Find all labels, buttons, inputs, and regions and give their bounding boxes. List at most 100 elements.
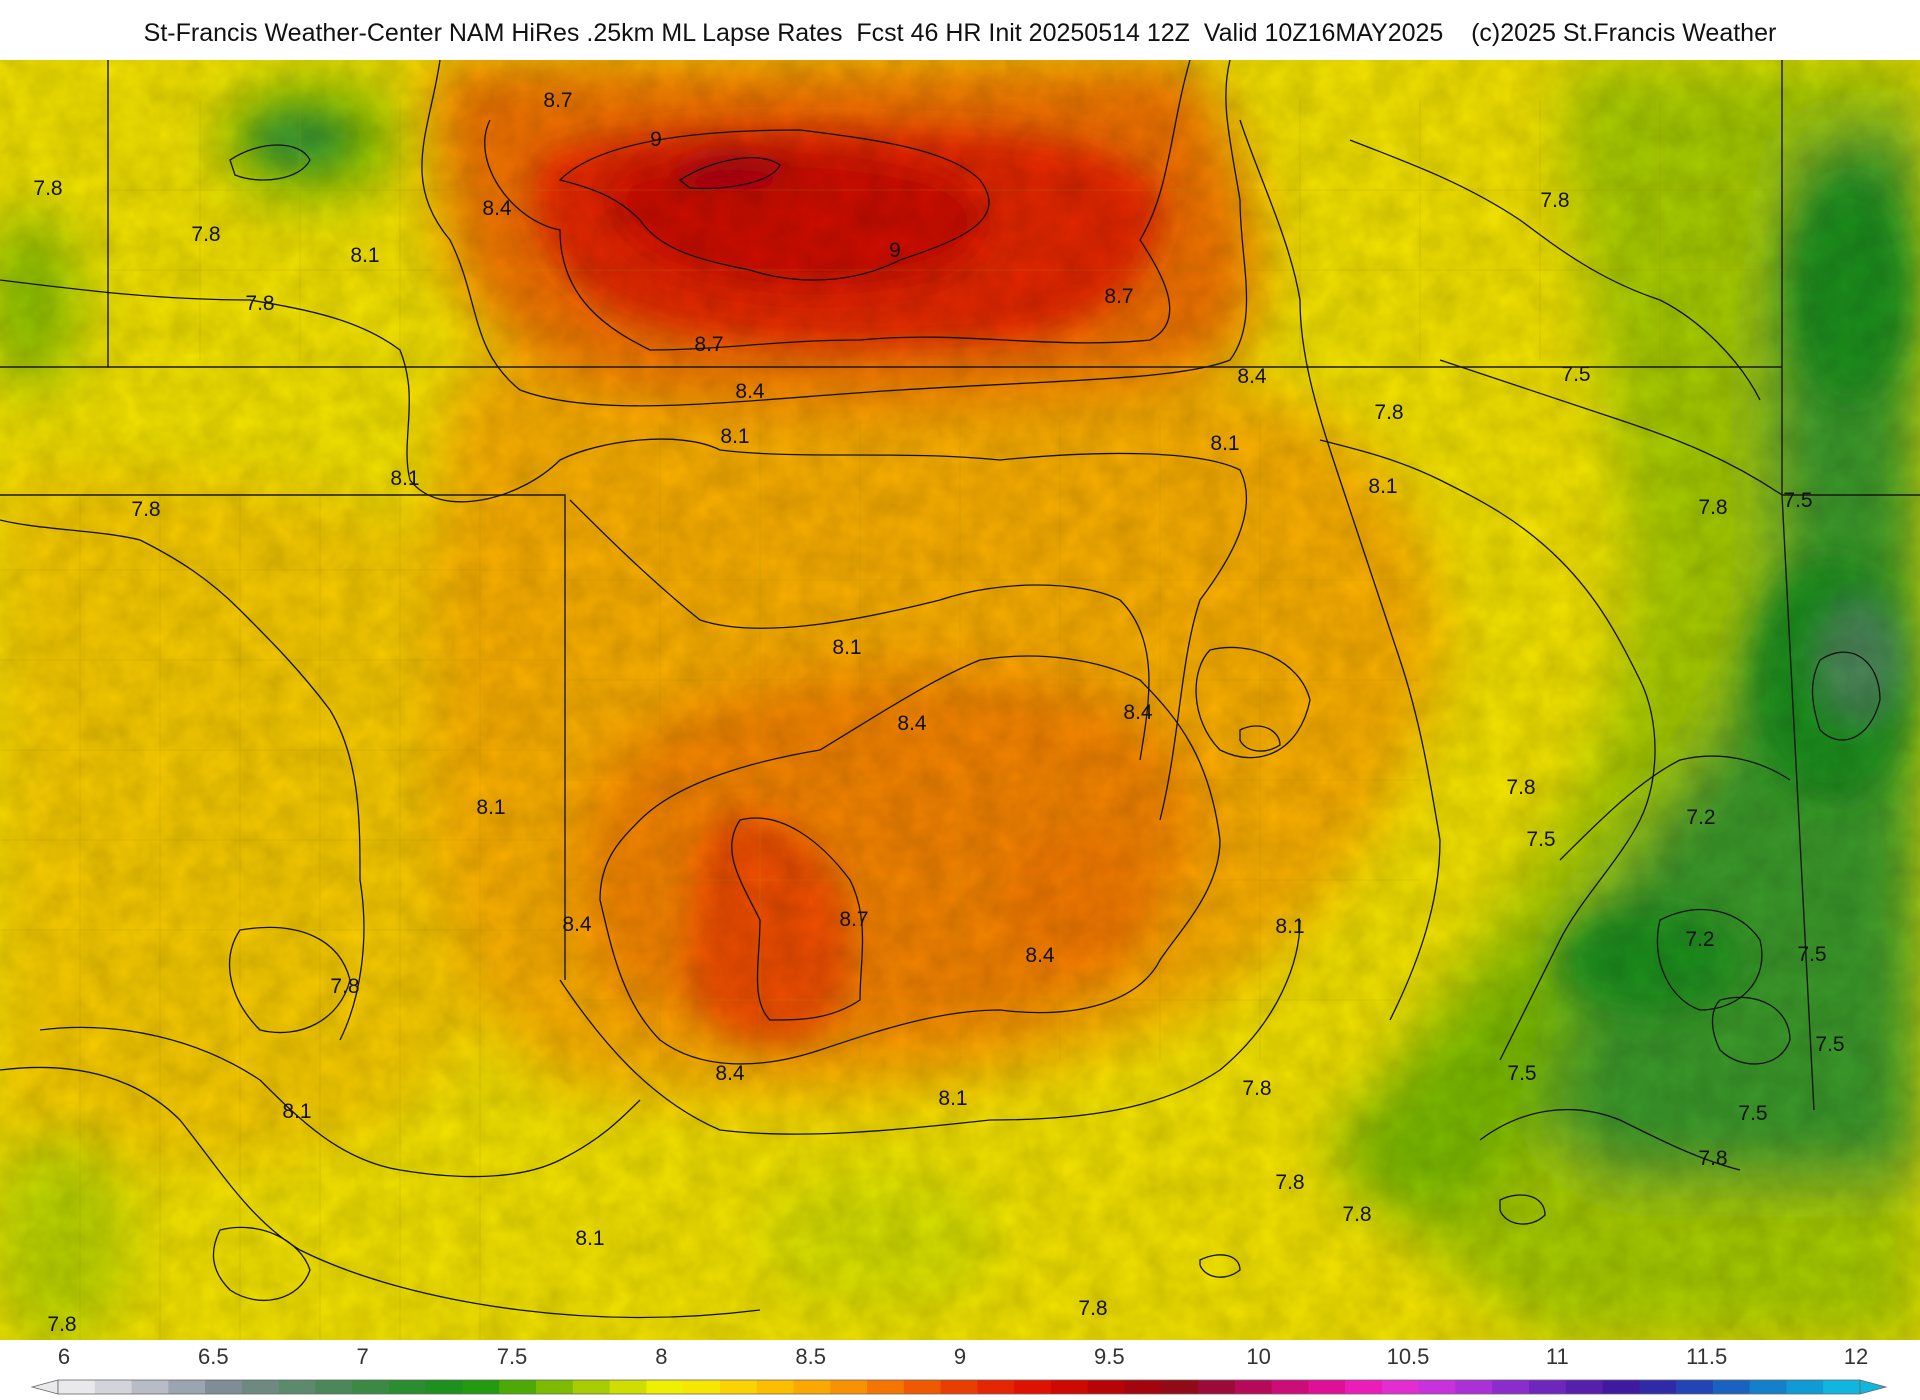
colorbar-segment [903, 1380, 942, 1394]
colorbar-segment [131, 1380, 169, 1394]
contour-label: 8.1 [575, 1227, 604, 1250]
colorbar-tick-label: 9.5 [1094, 1344, 1125, 1369]
colorbar-tick-label: 8.5 [795, 1344, 826, 1369]
contour-label: 7.5 [1738, 1102, 1767, 1125]
colorbar-tick-label: 6 [58, 1344, 70, 1369]
contour-label: 7.5 [1561, 363, 1590, 386]
colorbar-segment [315, 1380, 353, 1394]
colorbar-segment [867, 1380, 905, 1394]
colorbar-segment [1565, 1380, 1604, 1394]
colorbar-tick-label: 10 [1246, 1344, 1270, 1369]
contour-label: 8.4 [1025, 944, 1055, 967]
contour-label: 7.8 [1540, 189, 1569, 212]
contour-label: 8.4 [1237, 365, 1267, 388]
colorbar-min-arrow [30, 1379, 59, 1395]
contour-label: 7.8 [1698, 496, 1727, 519]
colorbar-tick-label: 7.5 [497, 1344, 528, 1369]
colorbar-segment [168, 1380, 206, 1394]
contour-label: 7.8 [1374, 401, 1403, 424]
contour-label: 8.1 [832, 636, 861, 659]
colorbar-segment [388, 1380, 427, 1394]
contour-label: 7.8 [1698, 1147, 1727, 1170]
contour-label: 8.1 [282, 1100, 311, 1123]
colorbar-segment [1749, 1380, 1787, 1394]
colorbar-segment [1492, 1380, 1530, 1394]
contour-label: 9 [889, 239, 901, 262]
contour-label: 8.1 [1368, 475, 1397, 498]
colorbar-segment [572, 1380, 611, 1394]
colorbar-segment [1050, 1380, 1089, 1394]
contour-label: 8.4 [715, 1062, 745, 1085]
contour-label: 8.7 [543, 89, 572, 112]
contour-label: 7.8 [1342, 1203, 1371, 1226]
colorbar-segment [1639, 1380, 1677, 1394]
contour-label: 7.2 [1686, 806, 1715, 829]
colorbar-segment [683, 1380, 721, 1394]
colorbar-segment [1786, 1380, 1824, 1394]
contour-label: 8.4 [735, 380, 765, 403]
contour-label: 7.8 [1078, 1297, 1107, 1320]
colorbar-segment [58, 1380, 96, 1394]
colorbar-segment [1198, 1380, 1236, 1394]
contour-label: 7.8 [245, 292, 274, 315]
colorbar-tick-label: 11 [1546, 1344, 1569, 1369]
contour-label: 7.8 [330, 975, 359, 998]
contour-label: 7.8 [1275, 1171, 1304, 1194]
contour-label: 7.5 [1526, 828, 1555, 851]
colorbar-segment [1602, 1380, 1640, 1394]
contour-label: 9 [650, 128, 662, 151]
colorbar-tick-label: 7 [357, 1344, 369, 1369]
colorbar-segment [1161, 1380, 1199, 1394]
contour-label: 7.8 [1506, 776, 1535, 799]
colorbar-segment [1529, 1380, 1567, 1394]
contour-label: 7.5 [1507, 1062, 1536, 1085]
contour-label: 7.8 [1242, 1077, 1271, 1100]
colorbar-segment [646, 1380, 684, 1394]
contour-label: 8.4 [562, 913, 592, 936]
colorbar-tick-label: 11.5 [1686, 1344, 1727, 1369]
contour-label: 8.1 [938, 1087, 967, 1110]
contour-label: 7.2 [1685, 928, 1714, 951]
colorbar-max-arrow [1859, 1379, 1888, 1395]
contour-label: 7.8 [191, 223, 220, 246]
contour-label: 8.7 [694, 333, 723, 356]
colorbar-segment [1676, 1380, 1714, 1394]
contour-lines [0, 60, 1881, 1319]
colorbar-segment [1308, 1380, 1346, 1394]
colorbar-segment [462, 1380, 500, 1394]
contour-label: 7.5 [1815, 1033, 1844, 1056]
contour-labels: 8.7 9 7.8 8.4 7.8 8.1 7.8 9 8.7 8.7 7.8 8.4 8.4 8.1 8.… [33, 89, 1844, 1336]
contour-label: 7.5 [1797, 943, 1826, 966]
contour-label: 7.5 [1783, 489, 1812, 512]
contour-label: 7.8 [131, 498, 160, 521]
colorbar-segment [977, 1380, 1015, 1394]
colorbar-segment [1823, 1380, 1861, 1394]
colorbar-segment [940, 1380, 978, 1394]
colorbar-tick-label: 6.5 [198, 1344, 229, 1369]
colorbar-segment [425, 1380, 464, 1394]
colorbar-segment [1234, 1380, 1273, 1394]
map-title: St-Francis Weather-Center NAM HiRes .25k… [143, 19, 1777, 47]
colorbar-tick-label: 12 [1844, 1344, 1868, 1369]
contour-label: 8.7 [839, 908, 868, 931]
colorbar-segment [719, 1380, 758, 1394]
contour-label: 8.1 [390, 467, 419, 490]
lapse-rate-map: 8.7 9 7.8 8.4 7.8 8.1 7.8 9 8.7 8.7 7.8 8.4 8.4 8.1 8.… [0, 60, 1920, 1340]
contour-label: 8.4 [1123, 701, 1153, 724]
contour-label: 8.4 [482, 197, 512, 220]
colorbar-segment [1124, 1380, 1162, 1394]
contour-label: 7.8 [47, 1313, 76, 1336]
colorbar-segment [94, 1380, 133, 1394]
colorbar-tick-label: 9 [954, 1344, 966, 1369]
colorbar-segment [793, 1380, 831, 1394]
colorbar-segment [241, 1380, 280, 1394]
colorbar-tick-label: 10.5 [1387, 1344, 1430, 1369]
colorbar-segment [1087, 1380, 1125, 1394]
colorbar: 6 6.5 7 7.5 8 8.5 9 9.5 10 10.5 11 11.5 12 [30, 1344, 1888, 1395]
colorbar-segment [1381, 1380, 1420, 1394]
colorbar-segment [1271, 1380, 1309, 1394]
contour-label: 8.1 [720, 425, 749, 448]
colorbar-segment [1418, 1380, 1456, 1394]
colorbar-segment [352, 1380, 390, 1394]
contour-label: 8.1 [1275, 915, 1304, 938]
